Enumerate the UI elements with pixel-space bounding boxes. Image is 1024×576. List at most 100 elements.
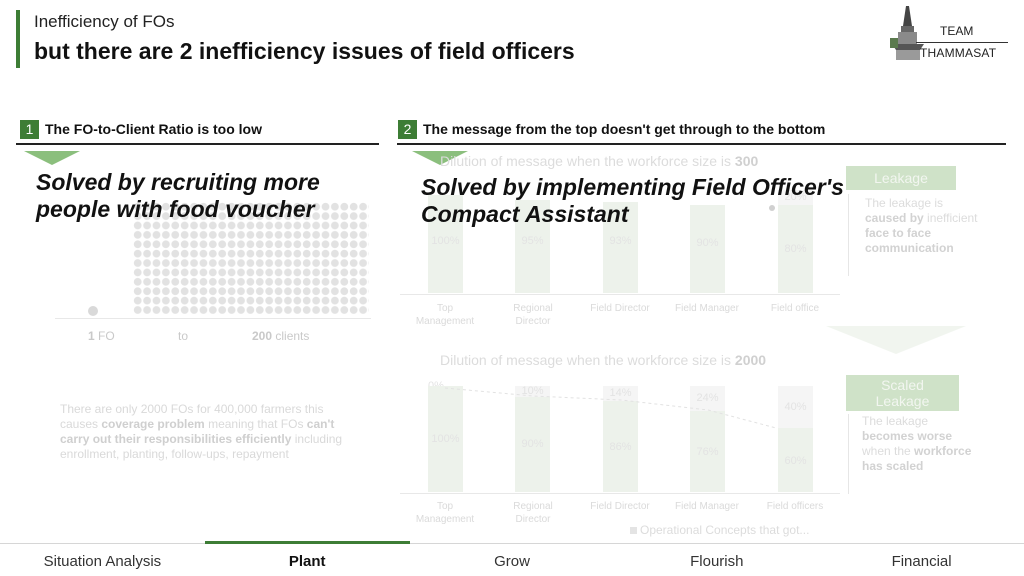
chart-1-axis [400, 294, 840, 295]
chart-2-loss-label: 40% [784, 401, 807, 413]
chart-2-category: Field officers [766, 501, 824, 512]
section-1-number: 1 [20, 119, 39, 139]
chart-1-bar [690, 205, 725, 293]
chart-1-category: Field Director [590, 303, 650, 314]
section-2-pointer [412, 151, 468, 165]
chart-1-bar-label: 93% [609, 235, 632, 247]
section-1-solution: Solved by recruiting more people with fo… [36, 169, 320, 222]
chart-1-category: Regional Director [513, 303, 553, 327]
legend-label: Operational Concepts that got... [640, 523, 810, 537]
ratio-right-number: 200 [252, 329, 273, 343]
chart-2-bar-loss [690, 386, 725, 411]
ratio-baseline [55, 318, 371, 319]
chart-1-title: Dilution of message when the workforce s… [440, 153, 758, 169]
logo-team-text: TEAM [940, 24, 974, 38]
section-1-title: The FO-to-Client Ratio is too low [45, 121, 262, 137]
ratio-left-unit: FO [98, 329, 115, 343]
ratio-right-label: 200 clients [252, 329, 309, 343]
chart-1-trend-point [769, 205, 775, 211]
chart-2-title-value: 2000 [734, 352, 767, 368]
leakage-text: The leakage is caused by inefficient fac… [865, 196, 978, 255]
logo-divider [916, 42, 1008, 43]
chart-2-title-text: Dilution of message when the workforce s… [440, 352, 735, 368]
chart-2-loss-label: 14% [609, 387, 632, 399]
chart-2-trend-line [445, 387, 777, 429]
chart-1-category: Field Manager [675, 303, 739, 314]
chart-1-bar-label: 100% [431, 235, 460, 247]
section-2-rule [397, 143, 1006, 145]
legend-swatch [630, 527, 637, 534]
chart-2-bar-label: 60% [784, 455, 807, 467]
para-text-2: meaning that FOs [204, 417, 307, 431]
nav-plant[interactable]: Plant [204, 541, 410, 576]
chart-2-bar [778, 428, 813, 492]
chart-2-bar-label: 90% [521, 438, 544, 450]
chart-2-bar-label: 100% [431, 433, 460, 445]
scaled-leakage-divider [848, 414, 849, 494]
section-1-paragraph: There are only 2000 FOs for 400,000 farm… [60, 402, 356, 462]
chart-1-bar [515, 200, 550, 293]
leakage-divider [848, 194, 849, 276]
nav-grow[interactable]: Grow [494, 553, 530, 570]
chart-1-bar-loss [778, 190, 813, 205]
chart-1-category: Top Management [415, 303, 475, 327]
logo-thammasat-text: THAMMASAT [920, 46, 997, 60]
chart-1-bar-label: 80% [784, 243, 807, 255]
ratio-right-unit: clients [275, 329, 310, 343]
chart-2-bar-loss [778, 386, 813, 428]
para-text-3: including enrollment, planting, follow-u… [60, 432, 343, 461]
section-2-solution: Solved by implementing Field Officer's C… [421, 174, 844, 227]
section-2-number: 2 [398, 119, 417, 139]
nav-situation-analysis[interactable]: Situation Analysis [43, 553, 162, 570]
chart-1-bar [428, 195, 463, 293]
leakage-box: Leakage [846, 166, 956, 190]
slide-kicker: Inefficiency of FOs [34, 12, 175, 31]
chart-2-bar-label: 76% [696, 446, 719, 458]
chart-2-category: Top Management [415, 501, 475, 525]
chart-1-bar [603, 202, 638, 293]
ratio-left-number: 1 [88, 329, 95, 343]
chart-2-bar [515, 397, 550, 492]
para-bold-1: coverage problem [101, 417, 205, 431]
bottom-navigation: Situation Analysis Plant Grow Flourish F… [0, 541, 1024, 576]
chart-2-bar [603, 401, 638, 492]
para-bold-2: can't carry out their responsibilities e… [60, 417, 335, 446]
chart-2-loss-label: 24% [696, 392, 719, 404]
title-accent-bar [16, 10, 20, 68]
team-logo: TEAM THAMMASAT [884, 4, 1008, 66]
section-2-header: 2 The message from the top doesn't get t… [398, 118, 825, 140]
chart-2-bar [428, 386, 463, 492]
scaled-leakage-text: The leakage becomes worse when the workf… [862, 414, 972, 473]
chart-1-bar-label: 90% [696, 237, 719, 249]
chart-2-category: Field Manager [675, 501, 739, 512]
section-1-header: 1 The FO-to-Client Ratio is too low [20, 118, 262, 140]
chart-2-bar-label: 86% [609, 441, 632, 453]
chart-1-bar-label: 95% [521, 235, 544, 247]
chart-2-title: Dilution of message when the workforce s… [440, 352, 766, 368]
nav-financial[interactable]: Financial [891, 553, 952, 570]
clients-dot-grid [133, 202, 369, 314]
ratio-middle-label: to [178, 329, 189, 343]
chart-2-axis [400, 493, 840, 494]
chart-2-legend: Operational Concepts that got... [630, 523, 809, 537]
chart-1-title-text: Dilution of message when the workforce s… [440, 153, 735, 169]
chart-2-category: Field Director [590, 501, 650, 512]
flow-down-arrow-icon [826, 326, 966, 354]
section-2-title: The message from the top doesn't get thr… [423, 121, 826, 137]
chart-1-category: Field office [770, 303, 820, 314]
slide-title: but there are 2 inefficiency issues of f… [34, 38, 575, 64]
chart-2-bar-loss [603, 386, 638, 401]
chart-1-bar [778, 205, 813, 293]
chart-2-category: Regional Director [513, 501, 553, 525]
scaled-leakage-box: Scaled Leakage [846, 375, 959, 411]
para-text-1: There are only 2000 FOs for 400,000 farm… [60, 402, 324, 431]
temple-icon [890, 6, 924, 60]
section-1-rule [16, 143, 379, 145]
chart-1-title-value: 300 [734, 153, 759, 169]
chart-2-bar-loss [515, 386, 550, 397]
fo-dot [88, 306, 98, 316]
chart-2-loss-label: 10% [521, 385, 544, 397]
nav-flourish[interactable]: Flourish [690, 553, 744, 570]
section-1-pointer [24, 151, 80, 165]
ratio-left-label: 1 FO [88, 329, 115, 343]
